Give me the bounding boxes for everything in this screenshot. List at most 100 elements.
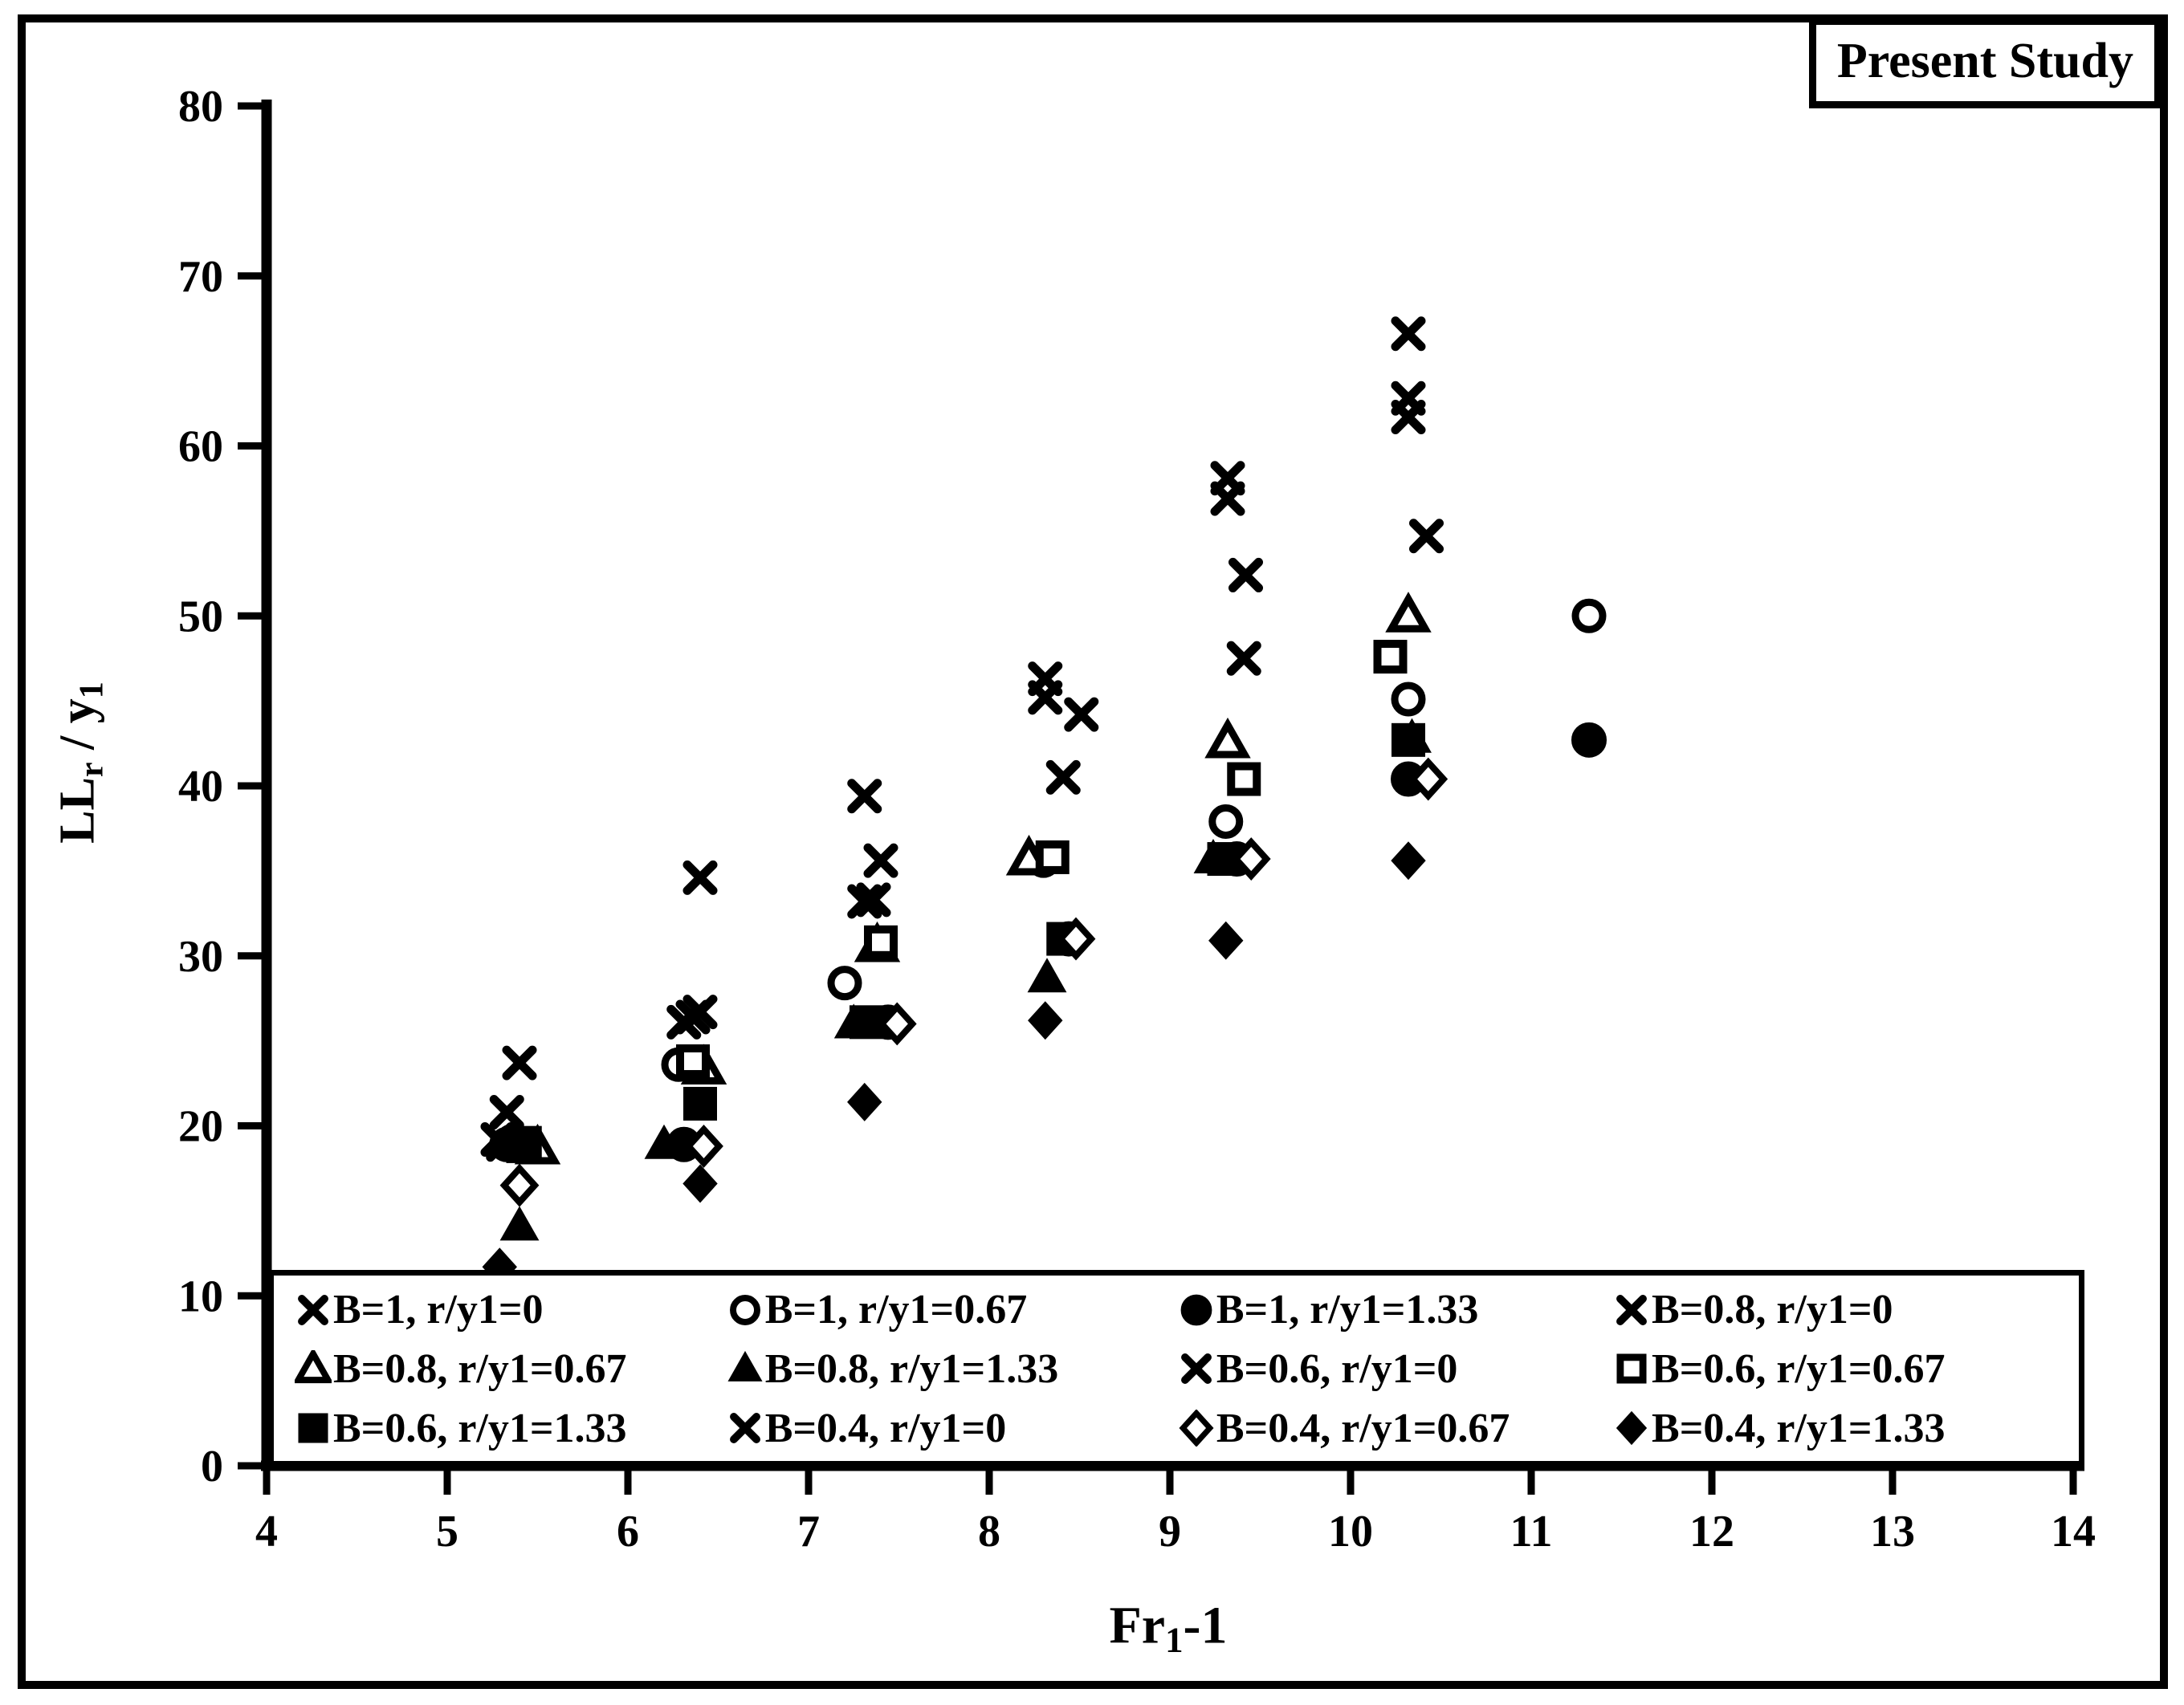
legend-label: B=0.4, r/y1=1.33 [1652, 1405, 1946, 1451]
legend-item-b04-r133: B=0.4, r/y1=1.33 [1613, 1405, 2079, 1452]
legend-item-b1-r133: B=1, r/y1=1.33 [1178, 1286, 1613, 1333]
open-diamond-marker-icon [1179, 1410, 1214, 1447]
data-point [1391, 400, 1426, 435]
x-tick-label: 11 [1510, 1507, 1553, 1556]
x-cross-marker-icon [1616, 1294, 1647, 1325]
legend-label: B=0.4, r/y1=0.67 [1216, 1405, 1510, 1451]
data-point [1064, 697, 1099, 732]
data-point [682, 1164, 718, 1203]
data-point [1204, 717, 1251, 759]
data-point [1373, 640, 1408, 674]
data-point [863, 843, 898, 878]
data-point [827, 966, 862, 1001]
filled-circle-marker-icon [1178, 1292, 1215, 1329]
x-tick-label: 9 [1159, 1507, 1181, 1556]
open-square-marker-icon [1613, 1350, 1650, 1387]
x-axis-title-sub: 1 [1165, 1619, 1184, 1660]
data-point [1391, 316, 1426, 352]
y-tick-label: 30 [178, 932, 223, 982]
data-point [856, 882, 891, 918]
data-point [1408, 757, 1449, 801]
legend-item-b1-r067: B=1, r/y1=0.67 [727, 1286, 1178, 1333]
data-point [499, 1163, 540, 1207]
title-box: Present Study [1808, 18, 2162, 108]
x-cross-marker-icon [727, 1410, 764, 1447]
legend-label: B=1, r/y1=0.67 [764, 1287, 1028, 1333]
x-tick-label: 13 [1870, 1507, 1915, 1556]
x-cross-marker-icon [298, 1294, 328, 1325]
data-point [847, 779, 882, 814]
series-5 [499, 718, 1432, 1241]
series-4 [514, 592, 1432, 1165]
y-tick-label: 50 [178, 592, 223, 641]
data-point [1028, 680, 1063, 715]
data-point [676, 1044, 710, 1079]
data-point [1210, 481, 1245, 516]
legend-label: B=0.6, r/y1=1.33 [333, 1405, 627, 1451]
data-point [1208, 921, 1244, 960]
open-square-marker-icon [1616, 1353, 1647, 1384]
filled-triangle-marker-icon [727, 1351, 763, 1382]
filled-circle-marker-icon [1180, 1294, 1212, 1326]
legend-item-b06-r133: B=0.6, r/y1=1.33 [295, 1405, 727, 1452]
series-10 [499, 757, 1449, 1207]
data-point [486, 1127, 521, 1162]
x-cross-marker-icon [1178, 1350, 1215, 1387]
x-cross-marker-icon [729, 1413, 760, 1444]
filled-diamond-marker-icon [1613, 1410, 1650, 1447]
data-point [1056, 917, 1096, 961]
data-point [847, 1082, 882, 1121]
legend-item-b08-r067: B=0.8, r/y1=0.67 [295, 1345, 727, 1393]
data-point [850, 1005, 883, 1040]
y-axis-title: LLr / y1 [50, 682, 111, 844]
data-point [502, 1045, 537, 1080]
data-point [864, 925, 898, 959]
x-axis-title-base: Fr [1109, 1596, 1166, 1655]
filled-diamond-marker-icon [1616, 1411, 1648, 1446]
series-11 [482, 841, 1426, 1287]
y-axis-title-sub: r [72, 762, 111, 778]
x-tick-label: 8 [978, 1507, 1000, 1556]
data-point [1045, 759, 1081, 795]
x-cross-marker-icon [295, 1292, 332, 1329]
x-tick-label: 6 [617, 1507, 639, 1556]
x-axis-title-suffix: -1 [1183, 1596, 1228, 1655]
y-axis-title-base: L [50, 777, 105, 811]
y-tick-label: 0 [201, 1442, 223, 1491]
open-triangle-marker-icon [295, 1350, 332, 1387]
legend-label: B=0.6, r/y1=0.67 [1652, 1345, 1946, 1392]
data-point [682, 860, 718, 895]
filled-square-marker-icon [298, 1413, 328, 1443]
legend-item-b04-r0: B=0.4, r/y1=0 [727, 1405, 1178, 1452]
legend-label: B=0.8, r/y1=0 [1652, 1287, 1893, 1333]
series-9 [486, 519, 1444, 1162]
y-tick-label: 70 [178, 252, 223, 302]
data-point [1207, 842, 1241, 877]
legend-item-b08-r133: B=0.8, r/y1=1.33 [727, 1345, 1178, 1393]
filled-square-marker-icon [295, 1410, 332, 1447]
x-tick-label: 12 [1689, 1507, 1734, 1556]
legend-box: B=1, r/y1=0 B=1, r/y1=0.67 B=1, r/y1=1.3… [268, 1270, 2084, 1461]
x-tick-label: 7 [797, 1507, 820, 1556]
legend-item-b06-r0: B=0.6, r/y1=0 [1178, 1345, 1613, 1393]
y-tick-label: 10 [178, 1272, 223, 1321]
data-point [489, 1095, 524, 1130]
data-point [499, 1206, 540, 1241]
legend-label: B=0.4, r/y1=0 [764, 1405, 1007, 1451]
x-axis-title: Fr1-1 [1109, 1595, 1227, 1660]
x-tick-label: 14 [2051, 1507, 2096, 1556]
legend-item-b06-r067: B=0.6, r/y1=0.67 [1613, 1345, 2079, 1393]
y-tick-label: 80 [178, 82, 223, 132]
data-point [1035, 840, 1070, 874]
data-point [1028, 1001, 1063, 1040]
data-point [684, 1124, 723, 1168]
data-point [1208, 804, 1244, 839]
data-point [1228, 557, 1263, 592]
series-7 [507, 640, 1408, 1160]
x-cross-marker-icon [1613, 1292, 1650, 1329]
open-diamond-marker-icon [1178, 1410, 1215, 1447]
chart-title: Present Study [1836, 34, 2133, 88]
data-point [1027, 958, 1067, 993]
series-3 [489, 380, 1426, 1130]
